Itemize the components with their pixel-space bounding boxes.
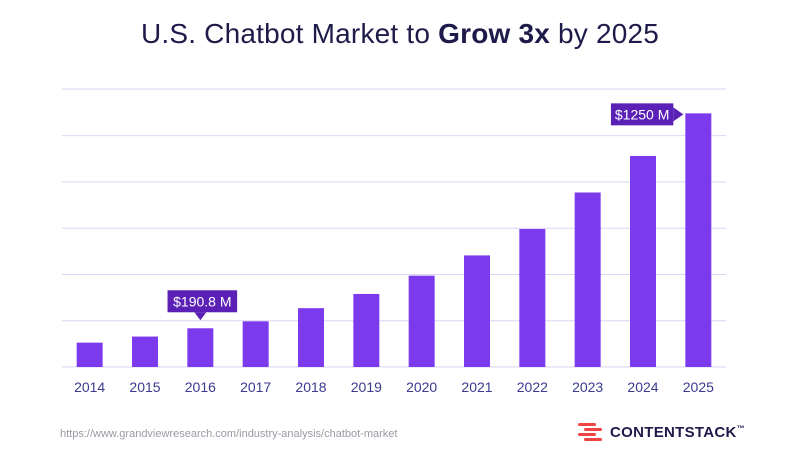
callout-pointer-2025 <box>673 107 684 122</box>
x-tick-label-2014: 2014 <box>74 379 105 395</box>
x-tick-label-2022: 2022 <box>517 379 548 395</box>
title-bold: Grow 3x <box>438 18 551 49</box>
brand-name: CONTENTSTACK™ <box>610 423 745 441</box>
x-tick-label-2019: 2019 <box>351 379 382 395</box>
bar-2021 <box>464 255 490 367</box>
x-tick-label-2017: 2017 <box>240 379 271 395</box>
brand-tm: ™ <box>736 423 745 433</box>
bar-2025 <box>685 113 712 367</box>
bar-2019 <box>353 293 380 367</box>
data-label-2025: $1250 M <box>615 106 669 122</box>
callout-box-2016 <box>167 290 238 313</box>
callout-box-2025 <box>610 103 674 126</box>
x-tick-label-2015: 2015 <box>129 379 160 395</box>
x-tick-label-2020: 2020 <box>406 379 437 395</box>
callout-pointer-2016 <box>194 312 207 321</box>
x-tick-label-2021: 2021 <box>461 379 492 395</box>
bar-2024 <box>630 155 656 367</box>
contentstack-logo-icon <box>578 423 602 441</box>
bar-chart: 2014 2015 2016 2017 2018 2019 2020 2021 2022 2023… <box>62 88 726 395</box>
source-url: https://www.grandviewresearch.com/indust… <box>60 428 398 440</box>
bar-2022 <box>519 229 546 367</box>
bar-2023 <box>574 192 601 367</box>
title-suffix: by 2025 <box>550 18 660 49</box>
data-label-2016: $190.8 M <box>173 293 231 309</box>
x-tick-label-2016: 2016 <box>185 379 216 395</box>
bar-2014 <box>76 342 103 367</box>
x-tick-label-2018: 2018 <box>295 379 326 395</box>
x-tick-label-2025: 2025 <box>683 379 714 395</box>
bar-2018 <box>298 308 324 367</box>
bar-2017 <box>242 321 269 367</box>
x-tick-label-2023: 2023 <box>572 379 603 395</box>
bar-2015 <box>132 336 158 367</box>
bar-2016 <box>187 328 214 367</box>
brand-logo: CONTENTSTACK™ <box>578 422 745 442</box>
bar-2020 <box>408 275 435 367</box>
x-tick-label-2024: 2024 <box>627 379 658 395</box>
chart-title: U.S. Chatbot Market to Grow 3x by 2025 <box>0 18 800 50</box>
title-prefix: U.S. Chatbot Market to <box>140 18 439 49</box>
